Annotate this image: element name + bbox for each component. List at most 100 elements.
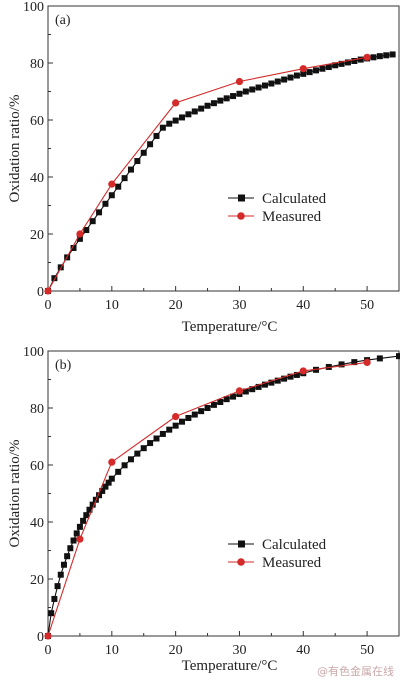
data-point-calculated [268, 379, 275, 386]
data-point-calculated [389, 51, 396, 58]
x-tick-label: 20 [169, 298, 183, 313]
data-point-calculated [338, 60, 345, 67]
data-point-calculated [198, 105, 205, 112]
data-point-calculated [191, 108, 198, 115]
data-point-calculated [281, 76, 288, 83]
data-point-calculated [64, 553, 71, 560]
x-tick-label: 10 [105, 643, 119, 658]
data-point-calculated [293, 72, 300, 79]
data-point-calculated [338, 361, 345, 368]
data-point-calculated [102, 483, 109, 490]
data-point-calculated [140, 445, 147, 452]
data-point-measured [44, 287, 52, 295]
x-tick-label: 0 [45, 298, 52, 313]
y-tick-label: 40 [30, 516, 44, 531]
data-point-calculated [300, 70, 307, 77]
y-tick-label: 80 [30, 57, 44, 72]
y-tick-label: 0 [37, 630, 44, 645]
y-tick-label: 100 [23, 0, 44, 15]
panel-label: (b) [55, 358, 72, 373]
data-point-calculated [281, 375, 288, 382]
data-point-calculated [54, 583, 61, 590]
data-point-calculated [223, 396, 230, 403]
data-point-calculated [159, 430, 166, 437]
data-point-measured [299, 65, 307, 73]
series-line-calculated [47, 53, 393, 292]
x-tick-label: 30 [232, 298, 246, 313]
chart-panel-b: 0 10 20 30 40 50 0 20 40 60 80 100 Temperature/°C Oxi… [7, 345, 400, 674]
series-line-calculated [47, 355, 400, 637]
data-point-calculated [70, 537, 77, 544]
data-point-calculated [73, 530, 80, 537]
data-point-calculated [383, 52, 390, 59]
data-point-calculated [261, 381, 268, 388]
data-point-calculated [242, 388, 249, 395]
data-point-calculated [147, 440, 154, 447]
legend: Calculated Measured [228, 191, 327, 225]
data-point-calculated [159, 124, 166, 131]
data-point-calculated [191, 411, 198, 418]
data-point-calculated [376, 53, 383, 60]
data-point-measured [76, 535, 84, 543]
data-point-calculated [115, 468, 122, 475]
y-tick-label: 20 [30, 573, 44, 588]
data-point-calculated [153, 132, 160, 139]
data-point-measured [108, 458, 116, 466]
x-axis-title: Temperature/°C [182, 658, 278, 674]
x-axis-title: Temperature/°C [182, 319, 278, 335]
data-point-calculated [332, 62, 339, 69]
data-point-calculated [198, 408, 205, 415]
data-point-calculated [274, 377, 281, 384]
y-tick-label: 60 [30, 459, 44, 474]
data-point-measured [235, 387, 244, 395]
data-point-calculated [86, 506, 93, 513]
data-point-calculated [179, 418, 186, 425]
x-tick-label: 20 [169, 643, 183, 658]
data-point-calculated [108, 475, 115, 482]
data-point-calculated [172, 117, 179, 124]
data-point-calculated [249, 86, 256, 93]
data-point-calculated [261, 82, 268, 89]
y-tick-label: 60 [30, 114, 44, 129]
data-point-calculated [89, 218, 96, 225]
data-point-calculated [48, 610, 55, 617]
data-point-calculated [293, 371, 300, 378]
data-point-calculated [134, 158, 141, 165]
data-point-calculated [210, 100, 217, 107]
series-line-measured [47, 56, 368, 292]
data-point-calculated [83, 227, 90, 234]
data-point-calculated [370, 54, 377, 61]
data-point-calculated [147, 141, 154, 148]
data-point-calculated [89, 501, 96, 508]
data-point-calculated [127, 456, 134, 463]
data-point-calculated [287, 74, 294, 81]
data-point-calculated [80, 517, 87, 524]
data-point-measured [235, 77, 244, 86]
x-tick-label: 40 [296, 298, 310, 313]
data-point-calculated [223, 95, 230, 102]
data-point-calculated [172, 422, 179, 429]
y-tick-label: 80 [30, 402, 44, 417]
data-point-calculated [185, 111, 192, 118]
data-point-calculated [108, 192, 115, 199]
data-point-calculated [83, 512, 90, 519]
data-point-calculated [204, 405, 211, 411]
data-point-calculated [153, 435, 160, 442]
data-point-calculated [102, 200, 109, 207]
watermark-text: @有色金属在线 [317, 665, 394, 678]
data-point-calculated [166, 426, 173, 433]
legend-marker-circle [237, 212, 245, 220]
data-point-calculated [351, 58, 358, 65]
data-point-calculated [134, 450, 141, 457]
y-axis-title: Oxidation ratio/% [7, 95, 23, 203]
panel-label: (a) [55, 13, 71, 28]
data-point-calculated [217, 399, 224, 406]
data-point-measured [172, 412, 180, 421]
data-point-calculated [242, 88, 249, 95]
legend-marker-circle [237, 558, 245, 566]
data-point-calculated [255, 84, 262, 91]
data-point-calculated [217, 97, 224, 104]
y-tick-label: 100 [23, 345, 44, 360]
data-point-measured [363, 358, 371, 366]
data-point-calculated [51, 595, 58, 602]
